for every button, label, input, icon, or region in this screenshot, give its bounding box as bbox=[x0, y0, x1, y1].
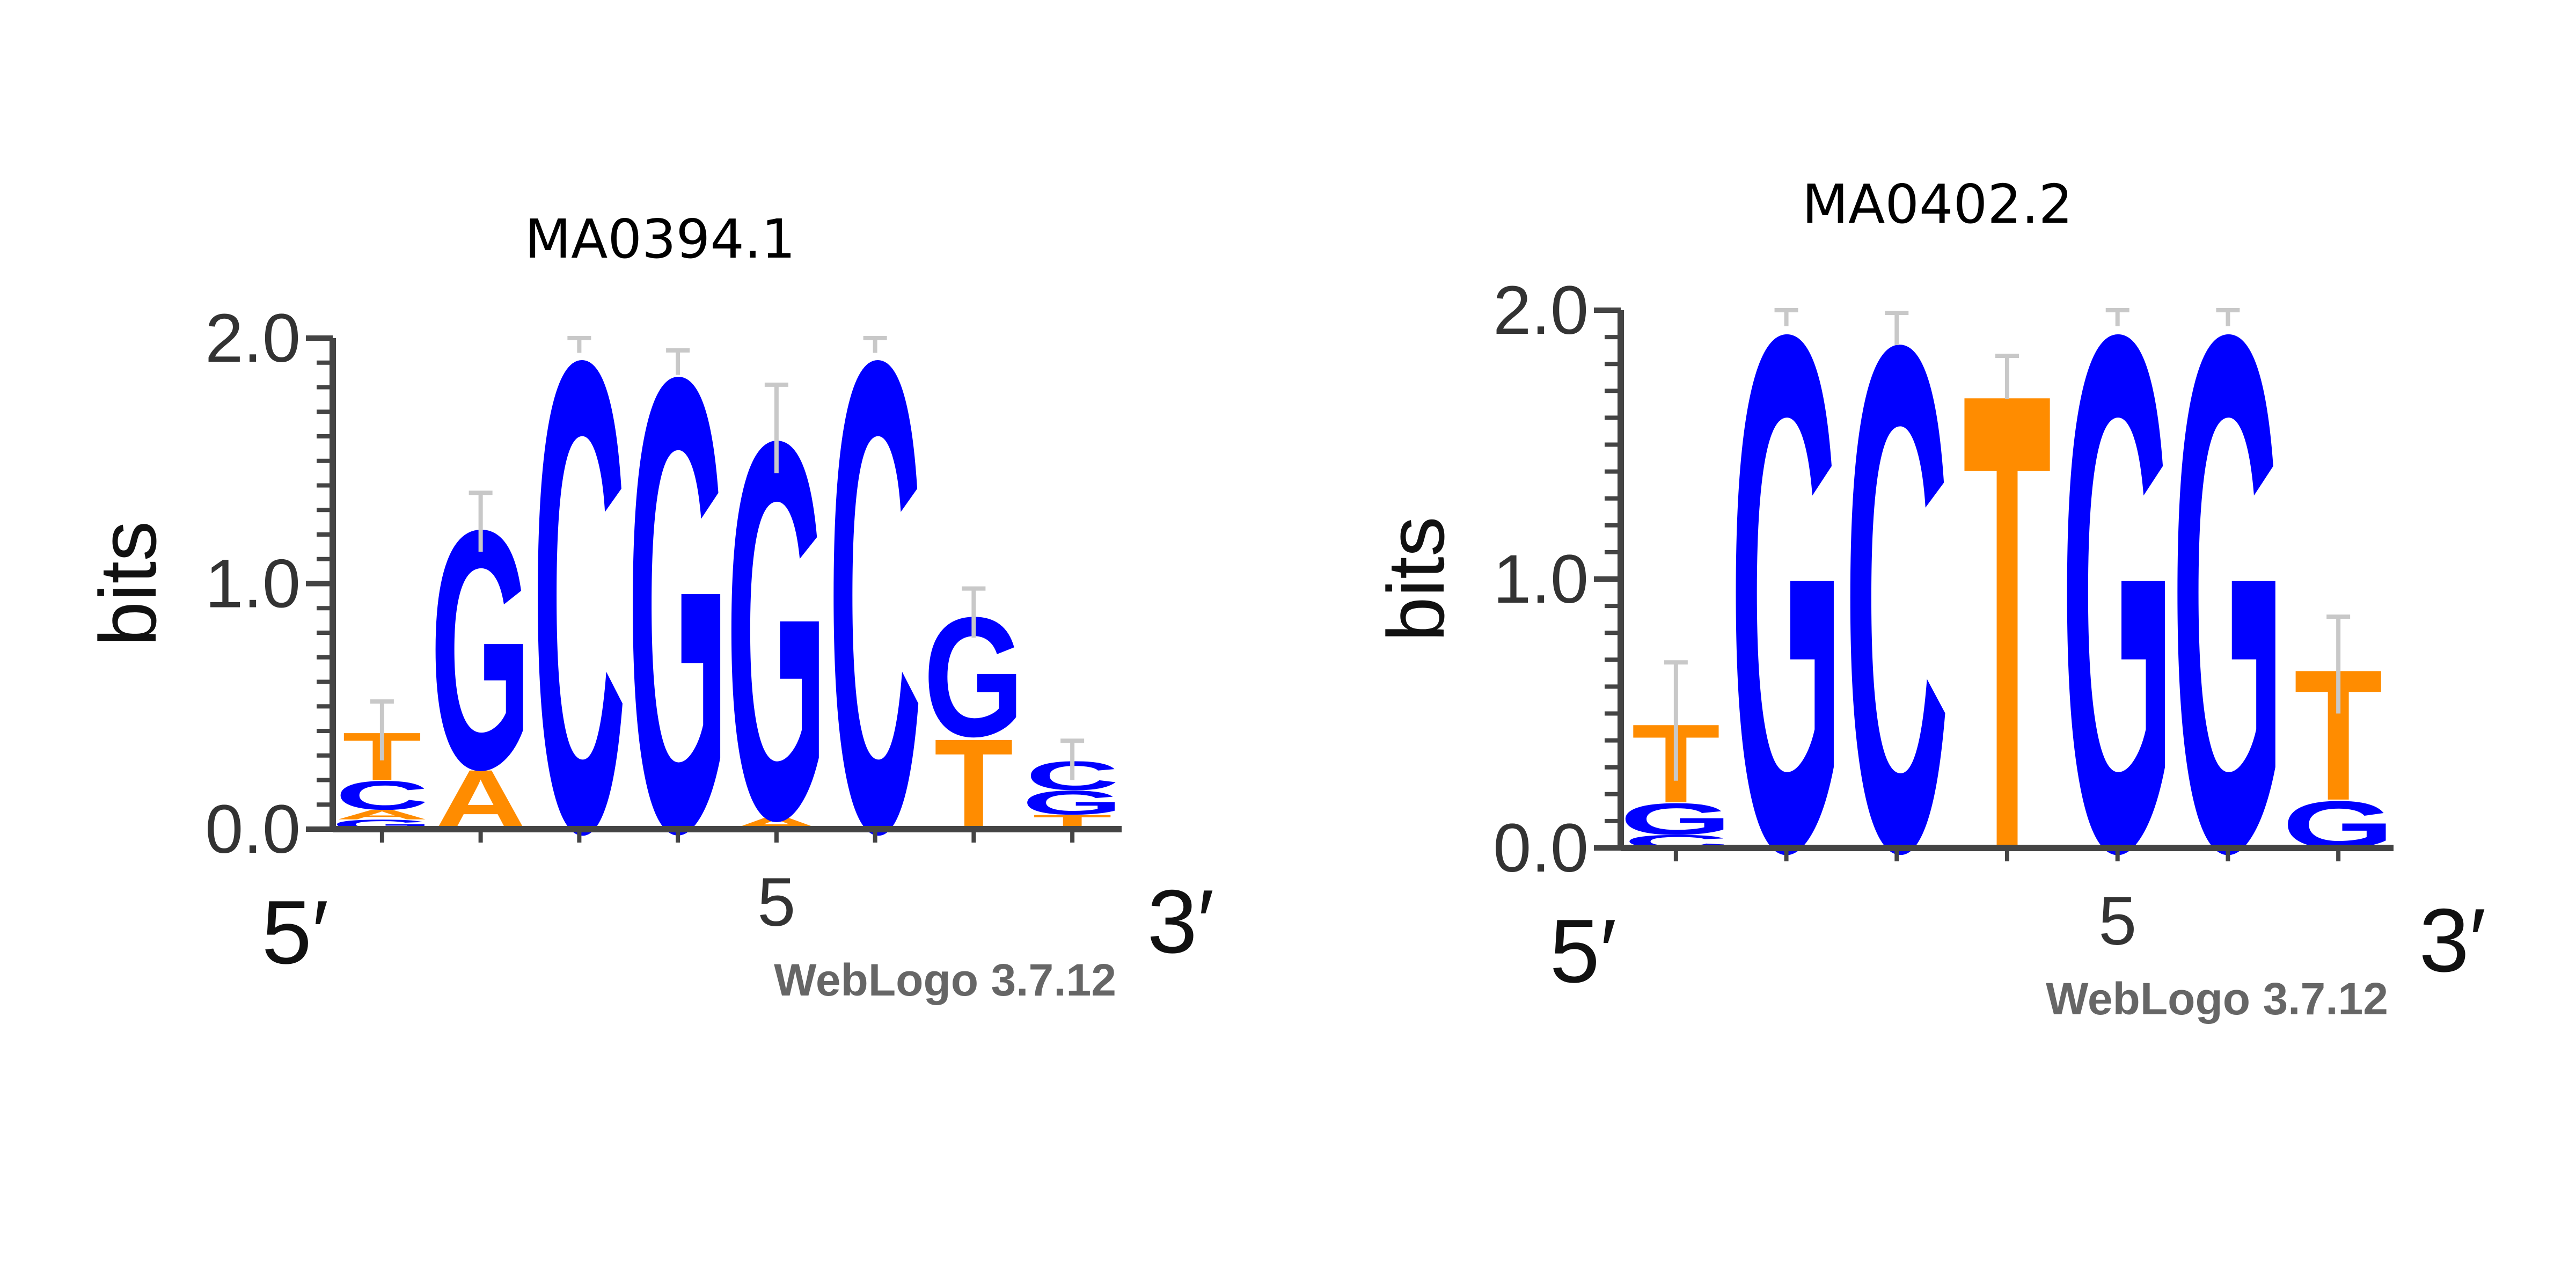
three-prime-label: 3′ bbox=[2419, 890, 2486, 991]
y-tick-label: 1.0 bbox=[1493, 541, 1589, 618]
five-prime-label: 5′ bbox=[262, 882, 329, 983]
y-axis-label: bits bbox=[83, 521, 173, 646]
y-tick-label: 2.0 bbox=[1493, 272, 1589, 349]
five-prime-label: 5′ bbox=[1550, 901, 1617, 1001]
logo-letter-C: C bbox=[828, 222, 921, 972]
chart-title: MA0394.1 bbox=[525, 208, 796, 270]
logo-letter-G: G bbox=[1620, 794, 1732, 844]
logo-letter-C: C bbox=[335, 772, 429, 818]
logo-letter-G: G bbox=[1022, 784, 1123, 822]
logo-letter-C: C bbox=[532, 222, 626, 972]
logo-letter-A: A bbox=[335, 807, 429, 822]
y-tick-label: 2.0 bbox=[205, 300, 301, 377]
y-axis-label: bits bbox=[1371, 516, 1461, 641]
x-tick-label: 5 bbox=[2098, 883, 2136, 960]
chart-title: MA0402.2 bbox=[1802, 173, 2073, 236]
y-tick-label: 0.0 bbox=[1493, 810, 1589, 887]
logo-letter-G: G bbox=[2061, 183, 2174, 1004]
y-tick-label: 1.0 bbox=[205, 546, 301, 623]
logo-letter-G: G bbox=[1730, 183, 1842, 1004]
weblogo-credit: WebLogo 3.7.12 bbox=[774, 955, 1116, 1005]
weblogo-credit: WebLogo 3.7.12 bbox=[2046, 974, 2388, 1024]
y-tick-label: 0.0 bbox=[205, 791, 301, 868]
three-prime-label: 3′ bbox=[1147, 871, 1214, 972]
x-tick-label: 5 bbox=[757, 864, 795, 941]
logo-letter-G: G bbox=[2171, 183, 2284, 1004]
